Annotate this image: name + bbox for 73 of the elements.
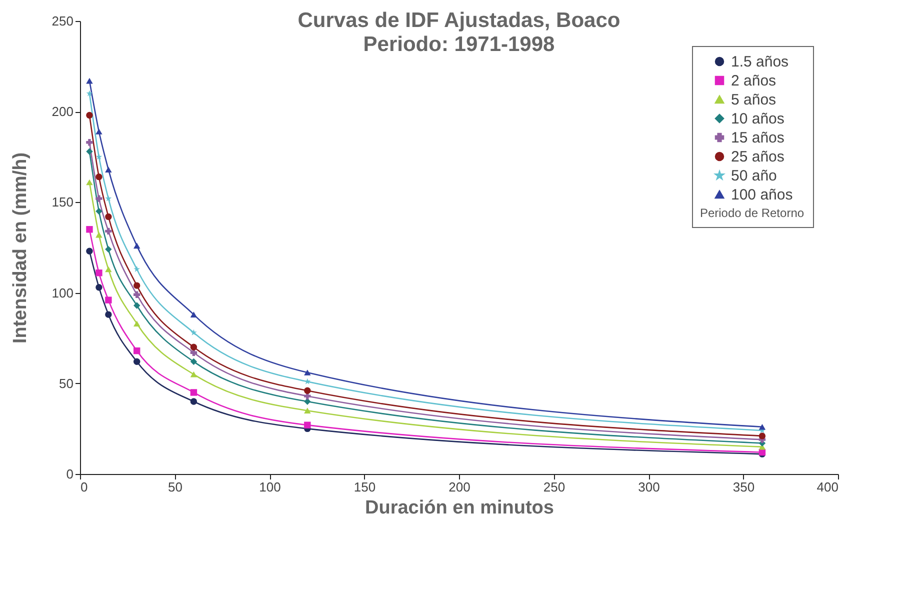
point (133, 242, 140, 249)
point (133, 302, 140, 309)
legend-label: 10 años (731, 110, 784, 128)
x-tick-label: 50 (168, 480, 182, 494)
point (105, 228, 112, 235)
x-tick-label: 300 (638, 480, 660, 494)
x-tick-label: 0 (80, 480, 88, 494)
point (96, 270, 102, 276)
legend-title: Periodo de Retorno (700, 206, 804, 220)
point (190, 398, 198, 405)
point (304, 387, 311, 394)
point (133, 282, 140, 289)
point (134, 266, 140, 272)
point (96, 195, 102, 202)
point (190, 358, 198, 366)
point (190, 371, 198, 378)
point (86, 90, 93, 96)
point (105, 195, 112, 202)
point (96, 173, 102, 180)
point (86, 139, 93, 146)
point (96, 284, 102, 291)
legend-label: 50 año (731, 168, 777, 184)
point (105, 166, 112, 172)
y-tick-label: 150 (52, 194, 74, 210)
point (86, 112, 93, 119)
point (105, 311, 112, 318)
legend-label: 1.5 años (731, 54, 789, 70)
point (86, 148, 93, 155)
x-axis-title: Duración en minutos (365, 498, 554, 518)
point (304, 422, 311, 428)
point (86, 78, 93, 84)
point (190, 329, 197, 336)
legend-label: 15 años (731, 130, 784, 146)
y-tick-label: 250 (52, 14, 74, 28)
point (190, 312, 198, 318)
point (105, 246, 112, 253)
point (86, 248, 93, 254)
point (133, 320, 140, 327)
x-tick-label: 150 (354, 480, 376, 494)
text: Periodo: 1971-1998 (363, 33, 556, 56)
point (105, 213, 112, 220)
point (304, 370, 311, 376)
point (758, 432, 766, 440)
y-tick-label: 200 (52, 104, 74, 120)
point (96, 154, 102, 160)
point (133, 291, 140, 298)
point (190, 344, 198, 351)
point (105, 296, 112, 304)
y-axis-title: Intensidad en (mm/h) (10, 152, 31, 344)
x-tick-label: 350 (732, 480, 755, 494)
legend-label: 25 años (731, 148, 784, 166)
chart-title: Curvas de IDF Ajustadas, Boaco (298, 9, 620, 32)
point (105, 266, 112, 272)
point (304, 408, 311, 414)
point (96, 208, 102, 215)
y-tick-label: 100 (52, 285, 74, 300)
y-tick-label: 50 (59, 376, 74, 391)
point (96, 128, 102, 134)
point (758, 424, 766, 430)
point (96, 232, 102, 238)
point (86, 179, 93, 186)
y-tick-label: 0 (66, 466, 74, 482)
point (133, 347, 140, 354)
point (190, 389, 198, 396)
legend-label: 5 años (731, 92, 776, 108)
legend-label: 100 años (731, 186, 793, 204)
x-tick-label: 400 (816, 480, 838, 494)
point (86, 226, 93, 233)
x-tick-label: 250 (543, 480, 566, 494)
x-tick-label: 200 (448, 480, 470, 494)
legend-label: 2 años (731, 72, 776, 90)
point (133, 358, 140, 366)
x-tick-label: 100 (259, 480, 281, 494)
